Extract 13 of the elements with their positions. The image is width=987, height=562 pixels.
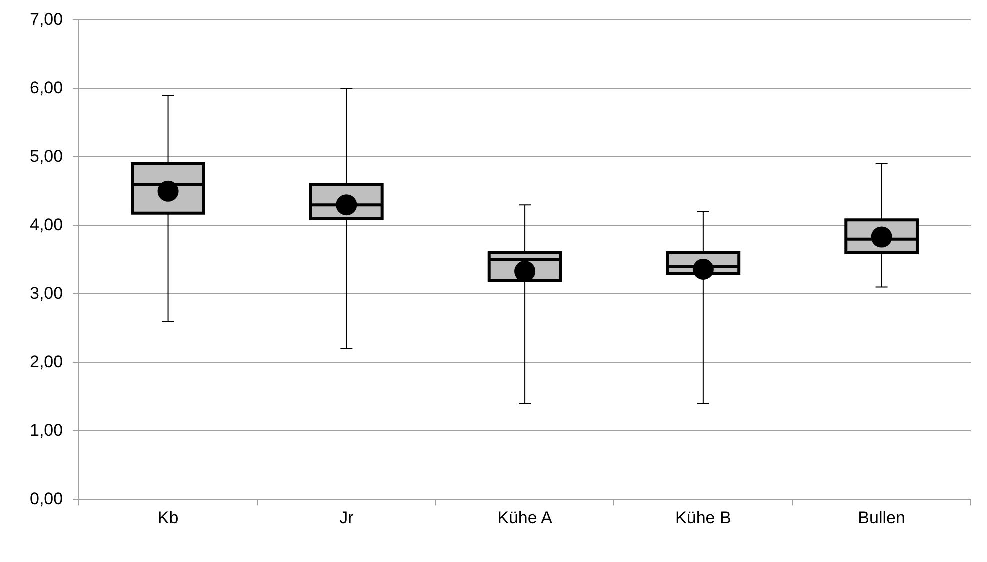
y-tick-label: 1,00 [30,420,64,440]
y-tick-label: 0,00 [30,489,64,508]
y-tick-label: 2,00 [30,352,64,372]
x-tick-label: Kühe B [676,508,732,528]
x-tick-label: Jr [340,508,354,528]
x-tick-label: Kühe A [498,508,554,528]
y-tick-label: 5,00 [30,146,64,166]
y-tick-label: 7,00 [30,10,64,29]
y-tick-label: 3,00 [30,284,64,303]
y-tick-label: 6,00 [30,78,64,98]
x-tick-label: Bullen [858,508,906,528]
y-tick-label: 4,00 [30,215,64,234]
x-tick-label: Kb [158,508,179,528]
